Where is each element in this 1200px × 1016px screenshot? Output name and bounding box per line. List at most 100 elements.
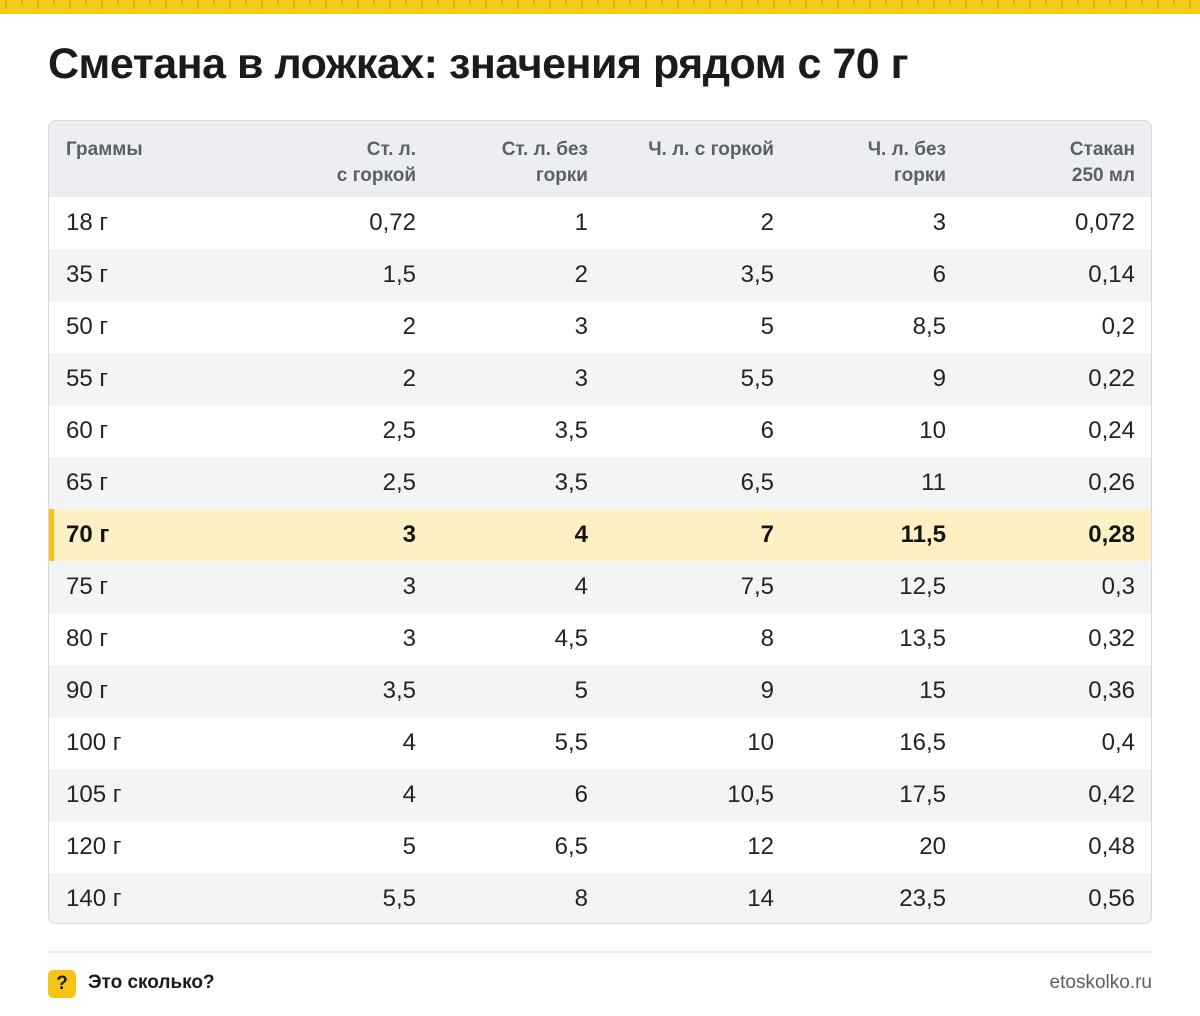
grams-cell: 75 г — [66, 573, 109, 600]
grams-cell: 140 г — [66, 885, 122, 912]
value-cell: 0,3 — [1101, 573, 1135, 600]
value-cell: 3 — [402, 625, 416, 652]
value-cell: 2 — [402, 313, 416, 340]
conversion-table: Граммы Ст. л. с горкой Ст. л. без горки Ч. л.… — [48, 120, 1152, 924]
value-cell: 11 — [921, 469, 946, 496]
column-header: Ст. л. с горкой — [239, 121, 432, 197]
value-cell: 3,5 — [740, 261, 774, 288]
question-mark-icon: ? — [48, 970, 76, 998]
grams-cell: 100 г — [66, 729, 122, 756]
header-row: Граммы Ст. л. с горкой Ст. л. без горки Ч. л.… — [49, 121, 1151, 197]
footer-divider — [48, 951, 1152, 953]
table-row: 105 г 4 6 10,5 17,5 0,42 — [49, 769, 1151, 821]
value-cell: 4 — [574, 521, 588, 548]
grams-cell: 105 г — [66, 781, 122, 808]
value-cell: 0,26 — [1088, 469, 1135, 496]
value-cell: 8 — [760, 625, 774, 652]
value-cell: 5,5 — [382, 885, 416, 912]
value-cell: 12 — [747, 833, 774, 860]
value-cell: 0,32 — [1088, 625, 1135, 652]
table-row: 65 г 2,5 3,5 6,5 11 0,26 — [49, 457, 1151, 509]
value-cell: 3,5 — [382, 677, 416, 704]
grams-cell: 18 г — [66, 209, 109, 236]
value-cell: 20 — [919, 833, 946, 860]
grams-cell: 60 г — [66, 417, 109, 444]
value-cell: 3,5 — [554, 417, 588, 444]
value-cell: 5 — [760, 313, 774, 340]
column-header-line: горки — [535, 165, 588, 186]
value-cell: 6,5 — [740, 469, 774, 496]
table-row-highlighted: 70 г 3 4 7 11,5 0,28 — [49, 509, 1151, 561]
site-url: etoskolko.ru — [1049, 972, 1152, 993]
value-cell: 0,42 — [1088, 781, 1135, 808]
value-cell: 11,5 — [900, 521, 946, 548]
value-cell: 0,72 — [369, 209, 416, 236]
value-cell: 3,5 — [554, 469, 588, 496]
value-cell: 1,5 — [382, 261, 416, 288]
value-cell: 4 — [402, 781, 416, 808]
value-cell: 5 — [402, 833, 416, 860]
value-cell: 6,5 — [554, 833, 588, 860]
value-cell: 10,5 — [727, 781, 774, 808]
value-cell: 3 — [574, 365, 588, 392]
value-cell: 23,5 — [899, 885, 946, 912]
value-cell: 2 — [760, 209, 774, 236]
grams-cell: 70 г — [49, 509, 239, 561]
value-cell: 17,5 — [899, 781, 946, 808]
value-cell: 9 — [760, 677, 774, 704]
table-row: 35 г 1,5 2 3,5 6 0,14 — [49, 249, 1151, 301]
value-cell: 10 — [747, 729, 774, 756]
column-header-line: Стакан — [1069, 139, 1135, 160]
value-cell: 8,5 — [912, 313, 946, 340]
table-row: 90 г 3,5 5 9 15 0,36 — [49, 665, 1151, 717]
column-header: Граммы — [49, 121, 239, 197]
ruler-ticks — [5, 0, 1191, 9]
grams-cell: 55 г — [66, 365, 109, 392]
value-cell: 0,56 — [1088, 885, 1135, 912]
column-header-line: 250 мл — [1071, 165, 1135, 186]
value-cell: 6 — [760, 417, 774, 444]
table-row: 60 г 2,5 3,5 6 10 0,24 — [49, 405, 1151, 457]
value-cell: 15 — [919, 677, 946, 704]
value-cell: 7,5 — [740, 573, 774, 600]
table-row: 18 г 0,72 1 2 3 0,072 — [49, 197, 1151, 249]
value-cell: 4,5 — [554, 625, 588, 652]
value-cell: 5,5 — [554, 729, 588, 756]
value-cell: 2 — [574, 261, 588, 288]
value-cell: 0,072 — [1074, 209, 1135, 236]
grams-cell: 120 г — [66, 833, 122, 860]
value-cell: 1 — [574, 209, 588, 236]
value-cell: 9 — [932, 365, 946, 392]
table: Граммы Ст. л. с горкой Ст. л. без горки Ч. л.… — [49, 121, 1151, 923]
value-cell: 3 — [402, 521, 416, 548]
page-title: Сметана в ложках: значения рядом с 70 г — [48, 40, 909, 88]
column-header: Ч. л. с горкой — [604, 121, 790, 197]
value-cell: 16,5 — [899, 729, 946, 756]
value-cell: 0,22 — [1088, 365, 1135, 392]
value-cell: 3 — [402, 573, 416, 600]
value-cell: 4 — [574, 573, 588, 600]
table-row: 140 г 5,5 8 14 23,5 0,56 — [49, 873, 1151, 923]
table-row: 80 г 3 4,5 8 13,5 0,32 — [49, 613, 1151, 665]
value-cell: 2 — [402, 365, 416, 392]
table-row: 120 г 5 6,5 12 20 0,48 — [49, 821, 1151, 873]
value-cell: 2,5 — [382, 469, 416, 496]
table-header: Граммы Ст. л. с горкой Ст. л. без горки Ч. л.… — [49, 121, 1151, 197]
value-cell: 8 — [574, 885, 588, 912]
value-cell: 5,5 — [740, 365, 774, 392]
value-cell: 0,2 — [1101, 313, 1135, 340]
value-cell: 5 — [574, 677, 588, 704]
column-header-line: горки — [893, 165, 946, 186]
value-cell: 3 — [574, 313, 588, 340]
column-header: Ч. л. без горки — [790, 121, 962, 197]
value-cell: 14 — [747, 885, 774, 912]
value-cell: 12,5 — [899, 573, 946, 600]
column-header: Стакан 250 мл — [962, 121, 1151, 197]
table-row: 100 г 4 5,5 10 16,5 0,4 — [49, 717, 1151, 769]
grams-cell: 50 г — [66, 313, 109, 340]
value-cell: 6 — [574, 781, 588, 808]
value-cell: 0,14 — [1088, 261, 1135, 288]
value-cell: 3 — [932, 209, 946, 236]
ruler-strip — [0, 0, 1200, 14]
